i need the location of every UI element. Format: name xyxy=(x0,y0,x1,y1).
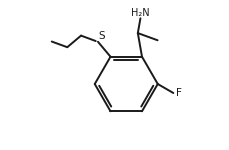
Text: S: S xyxy=(98,31,105,41)
Text: H₂N: H₂N xyxy=(131,8,149,18)
Text: F: F xyxy=(175,88,181,98)
